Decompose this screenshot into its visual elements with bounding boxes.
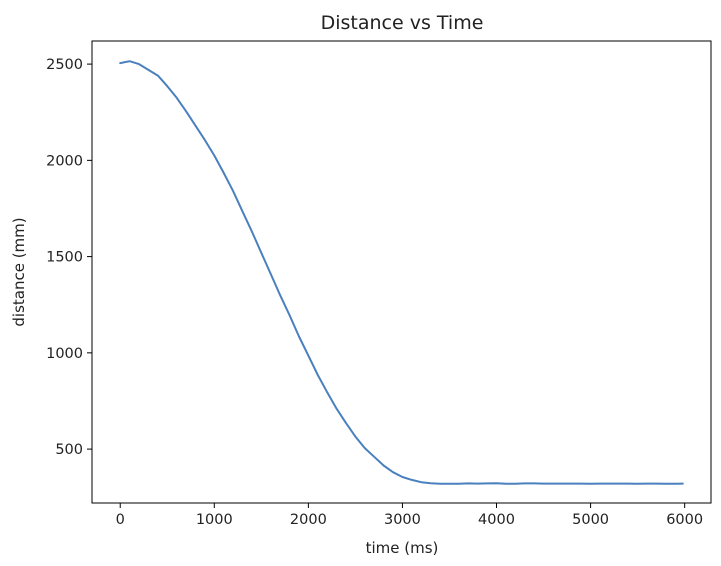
x-axis-label: time (ms) (366, 539, 439, 557)
y-axis-label: distance (mm) (10, 217, 28, 326)
plot-area-frame (91, 40, 712, 504)
chart-title: Distance vs Time (321, 12, 484, 34)
y-tick-label: 2500 (46, 57, 83, 73)
y-tick-label: 500 (55, 442, 83, 458)
x-tick-label: 4000 (478, 512, 515, 528)
axis-ticks: 0 1000 2000 3000 4000 5000 6000 500 1000 1500 2000… (46, 57, 703, 528)
y-tick-label: 1500 (46, 250, 83, 266)
x-tick-label: 1000 (196, 512, 233, 528)
x-tick-label: 6000 (666, 512, 703, 528)
y-tick-label: 1000 (46, 346, 83, 362)
series-line-distance (119, 60, 684, 485)
y-tick-label: 2000 (46, 153, 83, 169)
x-tick-label: 3000 (384, 512, 421, 528)
x-tick-label: 0 (116, 512, 125, 528)
x-tick-label: 2000 (290, 512, 327, 528)
x-tick-label: 5000 (572, 512, 609, 528)
